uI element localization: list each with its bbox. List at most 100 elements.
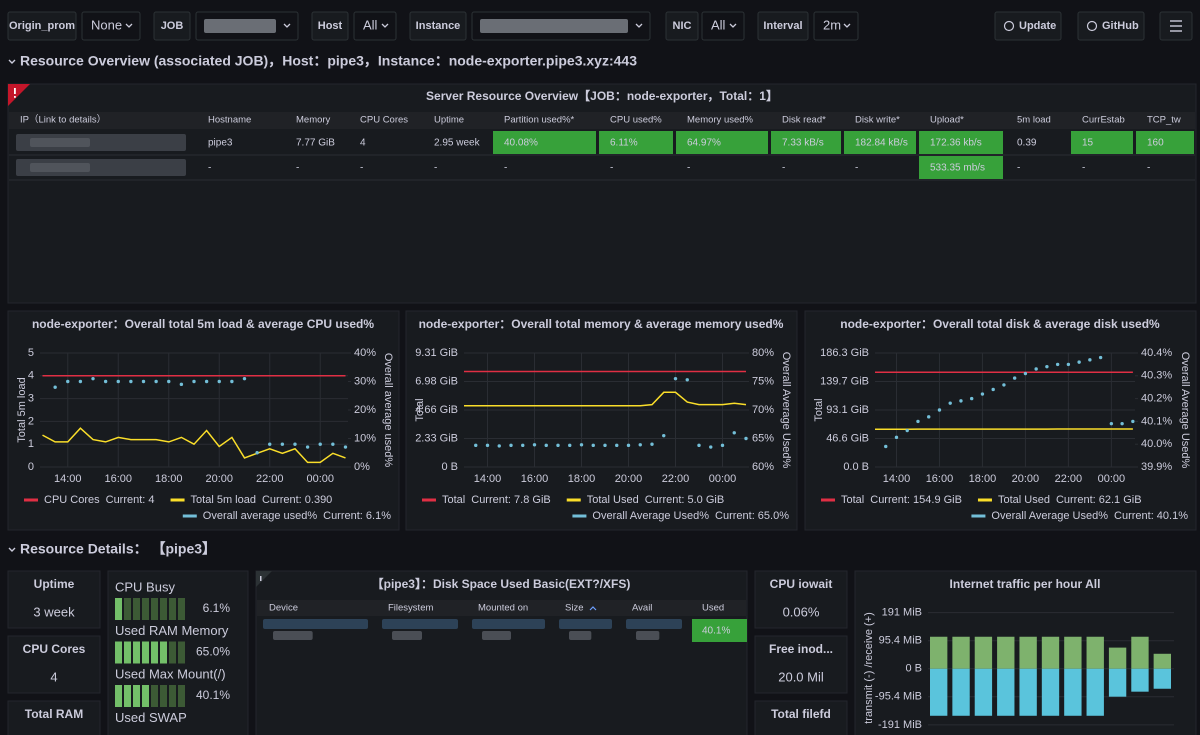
y-tick-label: 0: [28, 461, 34, 473]
data-point: [154, 379, 158, 384]
y-tick-label: -95.4 MiB: [875, 691, 922, 703]
panel-title: Server Resource Overview【JOB：node-export…: [426, 88, 778, 103]
row-chevron[interactable]: [8, 59, 16, 64]
gauge-name: Used SWAP: [115, 710, 187, 725]
column-header[interactable]: Disk read*: [782, 115, 826, 126]
gauge-segment: [178, 641, 185, 664]
gauge-segment: [178, 685, 185, 707]
column-header[interactable]: Partition used%*: [504, 115, 575, 126]
column-header[interactable]: CPU Cores: [360, 115, 408, 126]
table-cell-bg: [1136, 131, 1194, 154]
y2-axis-label: Overall Average Used%: [1179, 352, 1191, 469]
variable-dropdown[interactable]: [701, 11, 745, 41]
row-chevron[interactable]: [8, 547, 16, 552]
column-header[interactable]: Filesystem: [388, 603, 433, 614]
stat-value: 4: [50, 669, 57, 684]
column-header[interactable]: Uptime: [434, 115, 464, 126]
legend-label[interactable]: CPU Cores: [44, 494, 100, 506]
column-header[interactable]: 5m load: [1017, 115, 1051, 126]
bar: [1131, 636, 1149, 669]
x-tick-label: 00:00: [1098, 473, 1126, 485]
column-header[interactable]: CurrEstab: [1082, 115, 1125, 126]
gauge-segment: [169, 641, 176, 664]
data-point: [1120, 421, 1124, 426]
legend-label[interactable]: Total: [841, 494, 864, 506]
table-cell: -: [296, 163, 299, 174]
legend-label[interactable]: Overall average used%: [203, 510, 318, 522]
legend-label[interactable]: Total: [442, 494, 465, 506]
panel-title: node-exporter：Overall total memory & ave…: [419, 317, 784, 331]
column-header[interactable]: Hostname: [208, 115, 251, 126]
y-axis-label: transmit (-) /receive (+): [863, 612, 875, 724]
data-point: [305, 445, 310, 449]
bar: [930, 668, 948, 716]
table-cell: -: [782, 163, 785, 174]
bar: [1153, 653, 1171, 669]
stat-title: Uptime: [34, 577, 75, 591]
data-point: [1023, 371, 1028, 376]
data-point: [167, 379, 171, 384]
bar: [1041, 636, 1060, 669]
gauge-segment: [124, 598, 131, 620]
gauge-segment: [115, 685, 122, 707]
variable-label-box: [757, 11, 809, 41]
table-cell-bg: [676, 131, 768, 154]
data-point: [293, 442, 297, 446]
legend-label[interactable]: Total Used: [998, 494, 1050, 506]
x-tick-label: 14:00: [883, 473, 911, 485]
gauge-segment: [124, 641, 131, 664]
column-header[interactable]: Disk write*: [855, 115, 900, 126]
y2-tick-label: 60%: [752, 461, 774, 473]
data-point: [192, 379, 196, 384]
redacted: [626, 619, 682, 629]
column-header[interactable]: Used: [702, 603, 724, 614]
y-tick-label: 4.66 GiB: [415, 404, 458, 416]
table-cell: -: [360, 163, 363, 174]
variable-dropdown[interactable]: [813, 11, 859, 41]
variable-dropdown[interactable]: [353, 11, 397, 41]
variable-dropdown[interactable]: [81, 11, 141, 41]
legend-label[interactable]: Overall Average Used%: [592, 510, 709, 522]
column-header[interactable]: Upload*: [930, 115, 964, 126]
data-point: [591, 443, 595, 448]
column-header[interactable]: Device: [269, 603, 298, 614]
data-point: [1002, 383, 1006, 387]
y2-tick-label: 40.2%: [1141, 393, 1172, 405]
data-point: [230, 379, 234, 384]
legend-label[interactable]: Overall Average Used%: [991, 510, 1108, 522]
bar: [1064, 636, 1082, 669]
column-header[interactable]: IP（Link to details）: [20, 114, 106, 126]
column-header[interactable]: Avail: [632, 603, 652, 614]
bar: [930, 636, 948, 669]
button-label: GitHub: [1102, 20, 1139, 32]
stat-panel: [754, 570, 848, 629]
redacted: [204, 19, 276, 33]
dropdown-chevron: [283, 23, 291, 28]
variable-value: None: [91, 17, 122, 32]
x-tick-label: 20:00: [615, 473, 643, 485]
toolbar-button[interactable]: [1077, 11, 1145, 41]
column-header[interactable]: Size: [565, 603, 583, 614]
y-axis-label: Total: [414, 398, 426, 421]
gauge-name: Used Max Mount(/): [115, 666, 226, 681]
column-header[interactable]: Mounted on: [478, 603, 528, 614]
legend-label[interactable]: Total Used: [587, 494, 639, 506]
column-header[interactable]: CPU used%: [610, 115, 662, 126]
bar: [1153, 668, 1171, 689]
gauge-segment: [142, 598, 149, 620]
table-cell: 40.1%: [702, 626, 730, 637]
data-point: [141, 379, 146, 384]
toolbar-button[interactable]: [994, 11, 1062, 41]
column-header[interactable]: Memory: [296, 115, 331, 126]
data-point: [709, 445, 713, 449]
column-header[interactable]: Memory used%: [687, 115, 754, 126]
gauge-segment: [151, 685, 158, 707]
redacted: [472, 619, 545, 629]
data-point: [91, 376, 95, 381]
data-point: [991, 387, 995, 392]
table-header-bg: [9, 112, 1195, 129]
legend-label[interactable]: Total 5m load: [191, 494, 256, 506]
column-header[interactable]: TCP_tw: [1147, 115, 1181, 126]
y-tick-label: 5: [28, 347, 34, 359]
